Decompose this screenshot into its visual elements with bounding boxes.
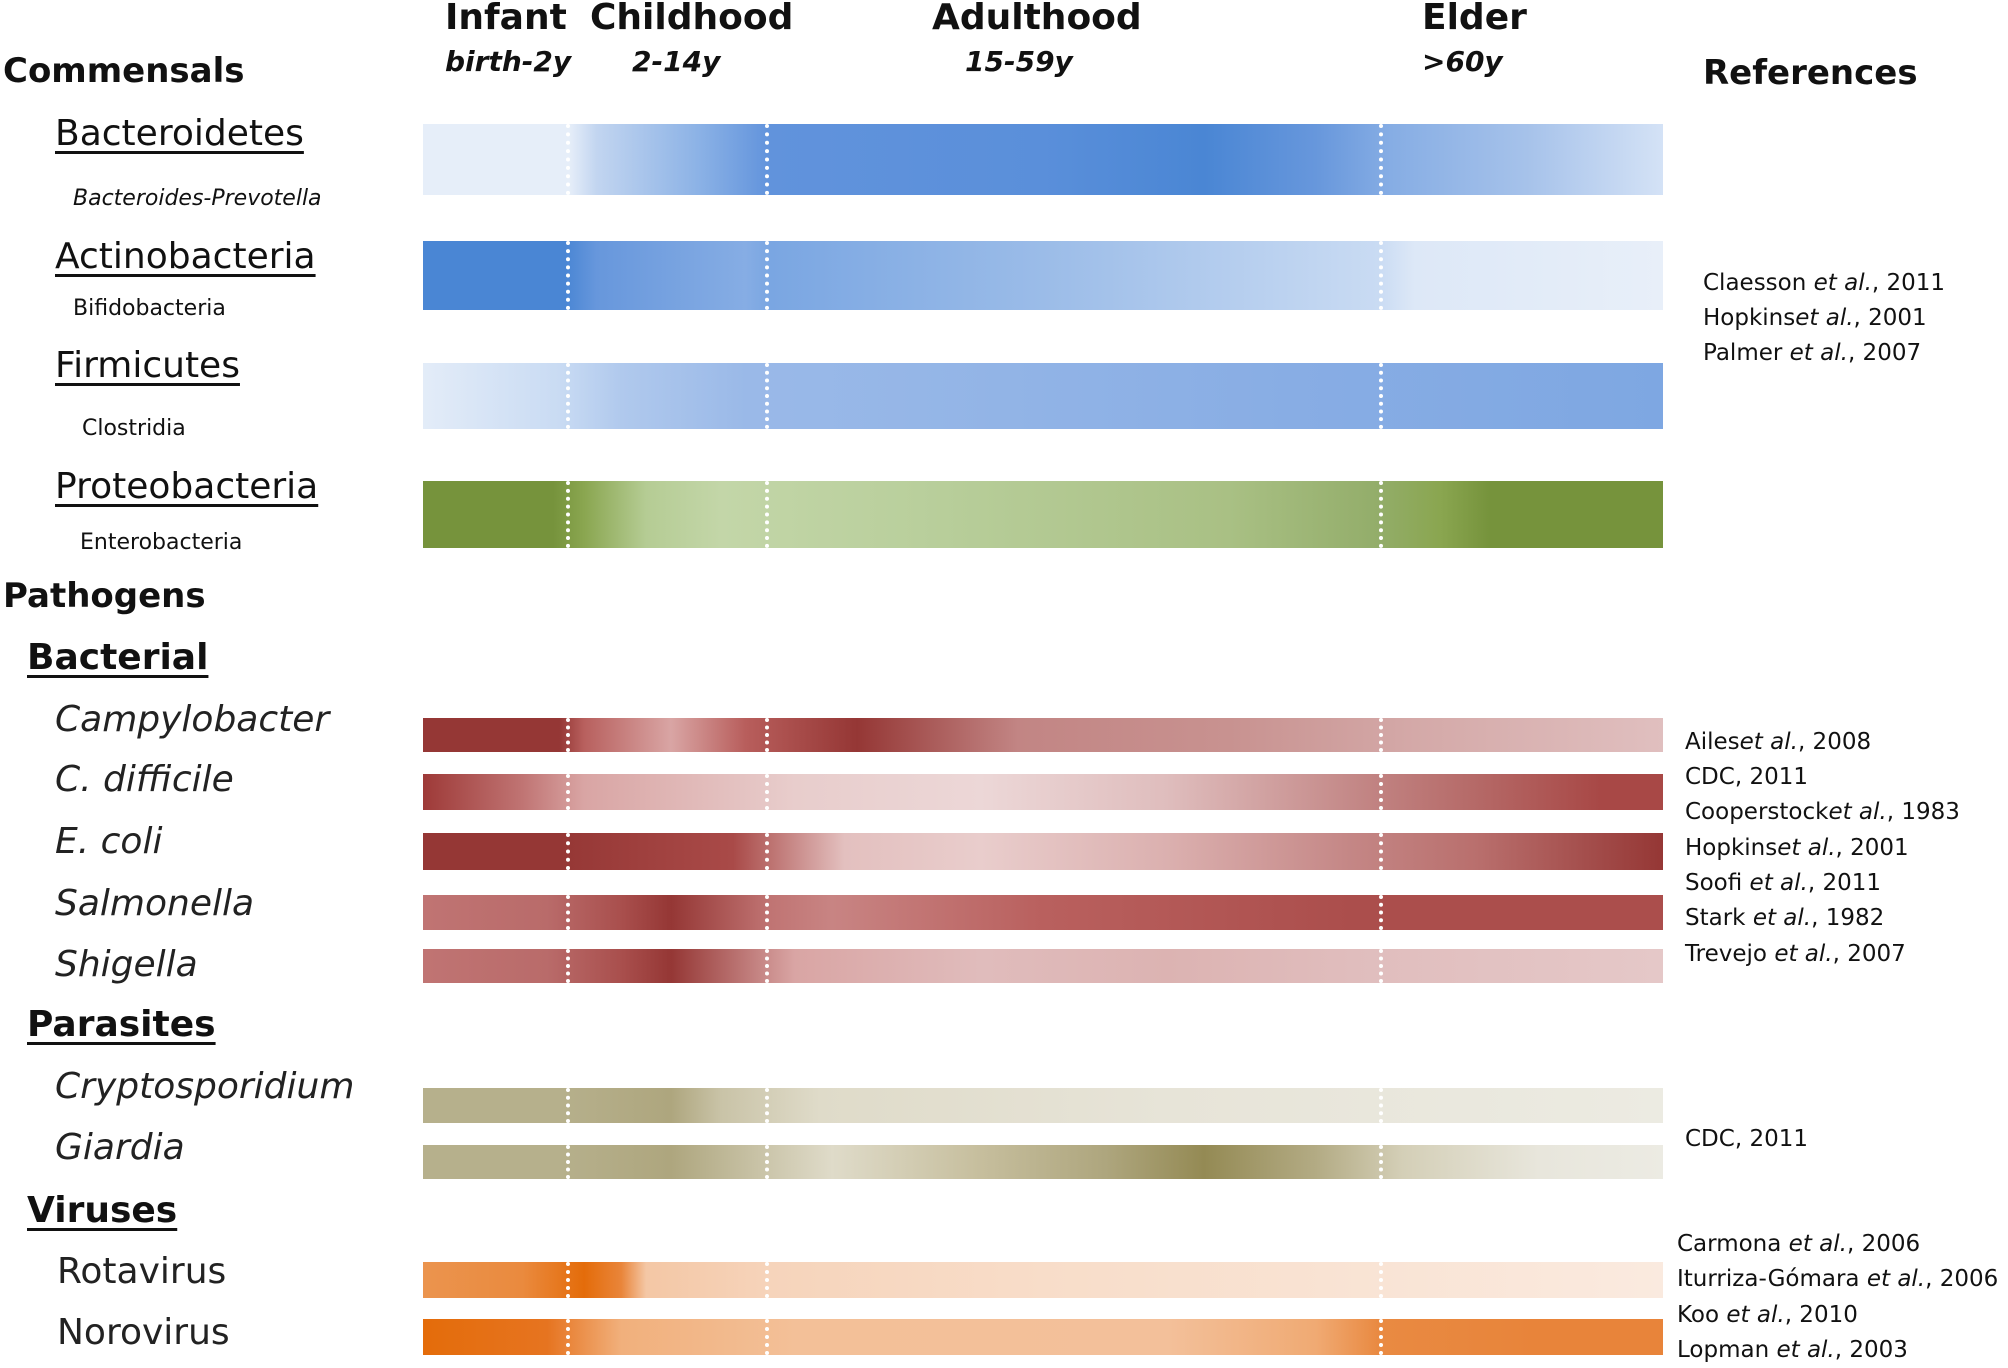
age-divider-line [566,949,570,983]
age-divider-line [765,718,769,752]
phylum-proteobacteria-label: Proteobacteria [55,466,319,507]
reference-entry: Trevejo et al., 2007 [1685,941,1906,967]
commensals-heading: Commensals [3,51,245,91]
reference-entry: Hopkinset al., 2001 [1703,305,1927,331]
age-divider-line [1379,895,1383,930]
bar-cryptosporidium [423,1088,1663,1123]
group-parasites-label: Parasites [27,1004,216,1045]
age-divider-line [1379,718,1383,752]
organism-cryptosporidium-label: Cryptosporidium [55,1066,355,1107]
age-divider-line [566,895,570,930]
organism-shigella-label: Shigella [55,944,198,985]
organism-c-difficile-label: C. difficile [55,759,234,800]
pathogens-heading: Pathogens [3,576,206,616]
age-divider-line [1379,949,1383,983]
age-divider-line [765,895,769,930]
reference-entry: Cooperstocket al., 1983 [1685,799,1960,825]
age-divider-line [566,241,570,310]
stage-childhood-label: Childhood [590,0,794,38]
age-divider-line [566,124,570,195]
age-divider-line [1379,774,1383,810]
age-divider-line [1379,1262,1383,1298]
phylum-bacteroidetes-label: Bacteroidetes [55,113,304,154]
age-divider-line [566,833,570,870]
bar-proteobacteria [423,481,1663,548]
reference-entry: Koo et al., 2010 [1677,1302,1858,1328]
age-divider-line [765,1262,769,1298]
bar-firmicutes [423,363,1663,429]
age-divider-line [566,774,570,810]
bar-giardia [423,1145,1663,1179]
age-divider-line [765,949,769,983]
age-divider-line [765,241,769,310]
age-divider-line [1379,833,1383,870]
group-bacterial-label: Bacterial [27,637,209,678]
stage-adulthood-range: 15-59y [965,45,1073,78]
bar-rotavirus [423,1262,1663,1298]
age-divider-line [1379,124,1383,195]
reference-entry: Palmer et al., 2007 [1703,340,1922,366]
age-divider-line [765,1319,769,1355]
age-divider-line [566,1145,570,1179]
sub-clostridia-label: Clostridia [82,416,186,441]
organism-giardia-label: Giardia [55,1127,185,1168]
age-divider-line [1379,363,1383,429]
stage-infant-label: Infant [445,0,567,38]
phylum-actinobacteria-label: Actinobacteria [55,236,316,277]
age-divider-line [566,1262,570,1298]
stage-adulthood-label: Adulthood [932,0,1142,38]
reference-entry: Iturriza-Gómara et al., 2006 [1677,1266,1999,1292]
reference-entry: CDC, 2011 [1685,1126,1808,1152]
reference-entry: Carmona et al., 2006 [1677,1231,1921,1257]
age-divider-line [765,833,769,870]
sub-bifidobacteria-label: Bifidobacteria [73,296,226,321]
stage-infant-range: birth-2y [445,45,572,78]
reference-entry: Lopman et al., 2003 [1677,1337,1908,1363]
age-divider-line [765,1145,769,1179]
bar-c-difficile [423,774,1663,810]
age-divider-line [566,718,570,752]
age-divider-line [1379,1319,1383,1355]
age-divider-line [765,363,769,429]
bar-actinobacteria [423,241,1663,310]
organism-e-coli-label: E. coli [55,821,163,862]
age-divider-line [566,363,570,429]
reference-entry: Hopkinset al., 2001 [1685,835,1909,861]
bar-bacteroidetes [423,124,1663,195]
reference-entry: CDC, 2011 [1685,764,1808,790]
references-title: References [1703,53,1918,93]
organism-salmonella-label: Salmonella [55,883,255,924]
group-viruses-label: Viruses [27,1190,178,1231]
stage-elder-label: Elder [1422,0,1527,38]
reference-entry: Stark et al., 1982 [1685,905,1885,931]
age-divider-line [765,124,769,195]
age-divider-line [566,481,570,548]
stage-elder-range: >60y [1422,45,1503,78]
age-divider-line [1379,1088,1383,1123]
organism-rotavirus-label: Rotavirus [57,1251,227,1292]
stage-childhood-range: 2-14y [632,45,721,78]
organism-campylobacter-label: Campylobacter [55,699,330,740]
bar-campylobacter [423,718,1663,752]
sub-enterobacteria-label: Enterobacteria [80,530,243,555]
age-divider-line [765,481,769,548]
age-divider-line [1379,241,1383,310]
sub-bacteroides-prevotella-label: Bacteroides-Prevotella [73,186,322,211]
bar-shigella [423,949,1663,983]
bar-e-coli [423,833,1663,870]
reference-entry: Soofi et al., 2011 [1685,870,1881,896]
reference-entry: Aileset al., 2008 [1685,729,1872,755]
age-divider-line [765,1088,769,1123]
organism-norovirus-label: Norovirus [57,1312,230,1353]
age-divider-line [566,1319,570,1355]
bar-norovirus [423,1319,1663,1355]
age-divider-line [566,1088,570,1123]
age-divider-line [1379,1145,1383,1179]
age-divider-line [1379,481,1383,548]
reference-entry: Claesson et al., 2011 [1703,270,1946,296]
phylum-firmicutes-label: Firmicutes [55,345,240,386]
age-divider-line [765,774,769,810]
bar-salmonella [423,895,1663,930]
